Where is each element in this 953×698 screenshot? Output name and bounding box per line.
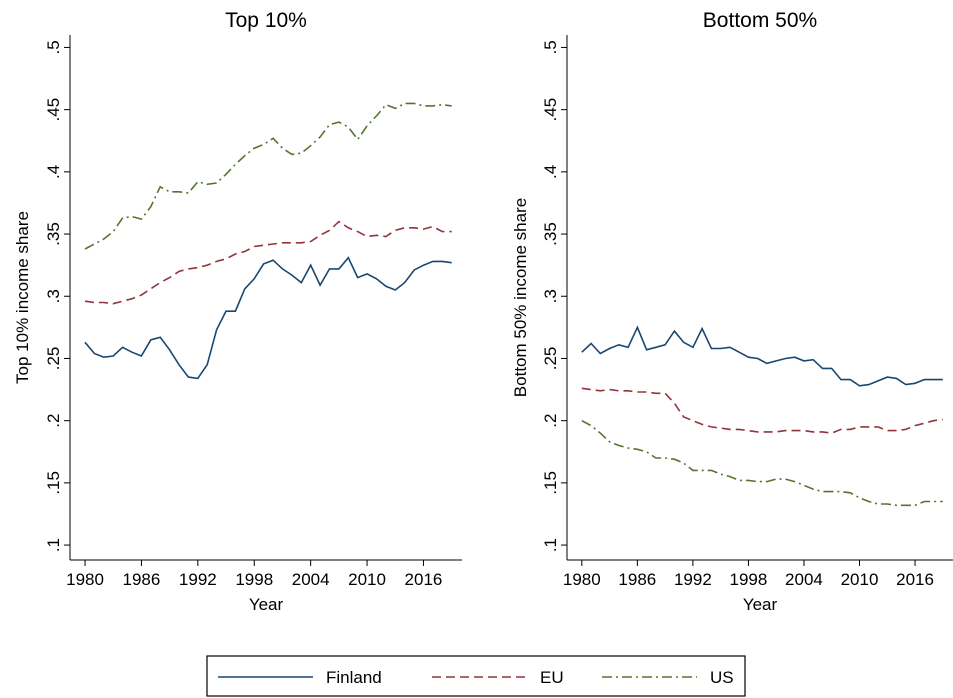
x-tick-label: 2010 xyxy=(348,570,386,589)
legend-box xyxy=(206,655,746,697)
y-tick-label: .45 xyxy=(44,98,63,122)
x-tick-label: 1980 xyxy=(563,570,601,589)
chart-title: Bottom 50% xyxy=(703,9,817,32)
data-line xyxy=(84,220,452,305)
x-tick-label: 1998 xyxy=(235,570,273,589)
y-tick-label: .5 xyxy=(44,40,63,54)
y-tick-label: .25 xyxy=(44,347,63,371)
x-tick-label: 1986 xyxy=(618,570,656,589)
legend-label: Finland xyxy=(326,668,382,687)
x-tick-label: 2016 xyxy=(405,570,443,589)
data-line xyxy=(581,419,943,507)
x-tick-label: 1980 xyxy=(66,570,104,589)
x-tick-label: 1992 xyxy=(179,570,217,589)
y-tick-label: .35 xyxy=(44,222,63,246)
y-tick-label: .2 xyxy=(44,414,63,428)
x-tick-label: 2010 xyxy=(841,570,879,589)
y-tick-label: .45 xyxy=(541,98,560,122)
y-tick-label: .1 xyxy=(541,538,560,552)
y-tick-label: .35 xyxy=(541,222,560,246)
y-tick-label: .4 xyxy=(44,165,63,179)
x-axis-label: Year xyxy=(743,595,778,614)
y-tick-label: .15 xyxy=(44,471,63,495)
y-tick-label: .25 xyxy=(541,347,560,371)
data-line xyxy=(581,387,943,434)
data-line xyxy=(581,325,943,387)
data-line xyxy=(84,102,452,250)
x-tick-label: 1998 xyxy=(730,570,768,589)
y-tick-label: .15 xyxy=(541,471,560,495)
data-line xyxy=(84,256,452,380)
y-axis-label: Top 10% income share xyxy=(13,211,32,384)
y-tick-label: .4 xyxy=(541,165,560,179)
legend-label: EU xyxy=(540,668,564,687)
x-tick-label: 2004 xyxy=(785,570,823,589)
y-tick-label: .1 xyxy=(44,538,63,552)
x-tick-label: 2004 xyxy=(292,570,330,589)
chart-title: Top 10% xyxy=(225,9,307,32)
y-tick-label: .5 xyxy=(541,40,560,54)
y-tick-label: .3 xyxy=(541,289,560,303)
y-axis-label: Bottom 50% income share xyxy=(511,198,530,397)
x-axis-label: Year xyxy=(249,595,284,614)
y-tick-label: .2 xyxy=(541,414,560,428)
y-tick-label: .3 xyxy=(44,289,63,303)
x-tick-label: 1986 xyxy=(123,570,161,589)
x-tick-label: 1992 xyxy=(674,570,712,589)
legend-label: US xyxy=(710,668,734,687)
x-tick-label: 2016 xyxy=(896,570,934,589)
